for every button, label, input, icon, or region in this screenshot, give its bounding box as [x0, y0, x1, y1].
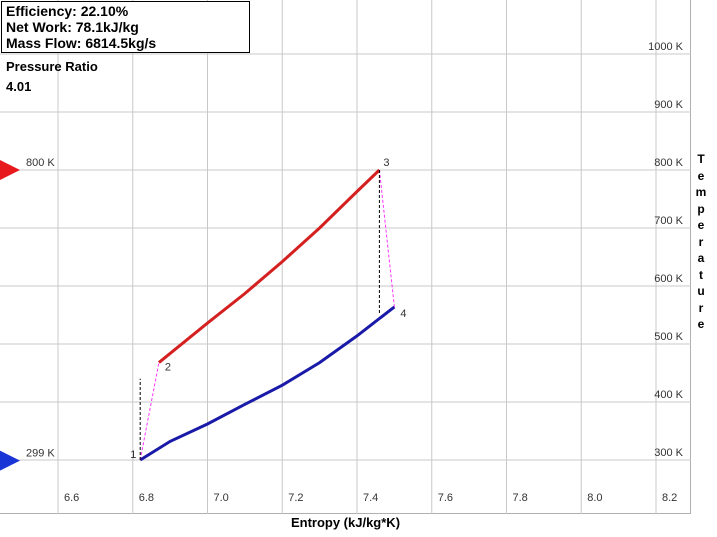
state-point-label: 3 [383, 157, 389, 169]
state-point-label: 1 [130, 449, 136, 461]
process-connector-line [139, 362, 160, 461]
pressure-ratio-value: 4.01 [6, 79, 32, 94]
x-tick-label: 7.6 [438, 492, 453, 504]
pressure-ratio-title: Pressure Ratio [6, 59, 98, 74]
y-tick-label: 1000 K [648, 41, 684, 53]
process-curve [139, 305, 396, 462]
x-tick-label: 6.6 [64, 492, 79, 504]
chart-area: 6.6 6.8 7.0 7.2 7.4 7.6 7.8 8.0 8.2 300 K 400 K 500… [0, 0, 691, 514]
ts-diagram: 6.6 6.8 7.0 7.2 7.4 7.6 7.8 8.0 8.2 300 K 400 K 500… [0, 0, 691, 514]
x-axis-label: Entropy (kJ/kg*K) [290, 515, 401, 530]
state-point-label: 2 [165, 362, 171, 374]
results-panel: Efficiency: 22.10% Net Work: 78.1kJ/kg M… [1, 1, 250, 53]
y-tick-label: 300 K [654, 447, 683, 459]
process-connector-line [378, 169, 395, 307]
y-tick-label: 400 K [654, 389, 683, 401]
min-temperature-label: 299 K [26, 448, 55, 460]
x-tick-label: 6.8 [139, 492, 154, 504]
max-temperature-marker-icon [0, 160, 20, 180]
state-point-label: 4 [400, 308, 406, 320]
x-tick-label: 7.4 [363, 492, 378, 504]
process-curve [157, 168, 381, 364]
y-tick-label: 500 K [654, 331, 683, 343]
efficiency-readout: Efficiency: 22.10% [6, 3, 129, 19]
min-temperature-marker-icon [0, 450, 20, 471]
x-tick-label: 7.2 [288, 492, 303, 504]
mass-flow-readout: Mass Flow: 6814.5kg/s [6, 35, 157, 51]
y-tick-label: 800 K [654, 157, 683, 169]
x-tick-label: 7.8 [513, 492, 528, 504]
x-tick-label: 8.0 [587, 492, 602, 504]
x-tick-label: 7.0 [214, 492, 229, 504]
y-tick-label: 900 K [654, 99, 683, 111]
net-work-readout: Net Work: 78.1kJ/kg [6, 19, 139, 35]
y-tick-label: 700 K [654, 215, 683, 227]
y-tick-label: 600 K [654, 273, 683, 285]
x-tick-label: 8.2 [662, 492, 677, 504]
max-temperature-label: 800 K [26, 157, 55, 169]
